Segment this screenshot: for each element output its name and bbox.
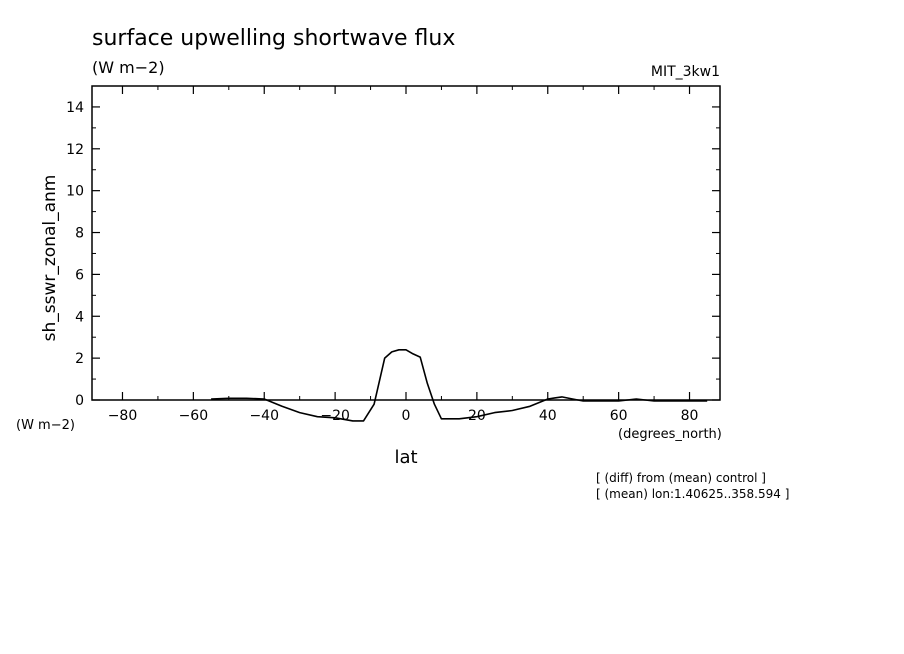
y-tick-label: 6 (75, 267, 84, 283)
y-tick-label: 14 (66, 100, 84, 116)
x-tick-label: −60 (179, 408, 209, 424)
plot-frame (91, 85, 721, 401)
x-axis-units: (degrees_north) (618, 427, 722, 442)
y-axis-label: sh_sswr_zonal_anm (40, 175, 60, 342)
x-tick-label: −40 (249, 408, 279, 424)
note-line-2: [ (mean) lon:1.40625..358.594 ] (596, 487, 789, 501)
x-tick-label: −80 (108, 408, 138, 424)
x-axis-label: lat (394, 447, 417, 468)
note-line-1: [ (diff) from (mean) control ] (596, 471, 766, 485)
chart-title: surface upwelling shortwave flux (92, 26, 455, 51)
x-tick-label: 60 (610, 408, 628, 424)
y-tick-label: 8 (75, 226, 84, 242)
chart-units: (W m−2) (92, 58, 165, 77)
y-tick-label: 10 (66, 184, 84, 200)
y-tick-label: 12 (66, 142, 84, 158)
x-tick-label: 40 (539, 408, 557, 424)
y-tick-label: 0 (75, 393, 84, 409)
dataset-label: MIT_3kw1 (651, 64, 720, 80)
x-tick-label: −20 (320, 408, 350, 424)
x-tick-label: 0 (402, 408, 411, 424)
y-tick-label: 4 (75, 309, 84, 325)
x-tick-label: 80 (681, 408, 699, 424)
y-tick-label: 2 (75, 351, 84, 367)
x-axis: −80 −60 −40 −20 0 20 40 60 80 (108, 86, 699, 424)
y-axis-units: (W m−2) (16, 418, 75, 433)
series-line (211, 349, 708, 422)
y-axis: 0 2 4 6 8 10 12 14 (66, 100, 720, 409)
